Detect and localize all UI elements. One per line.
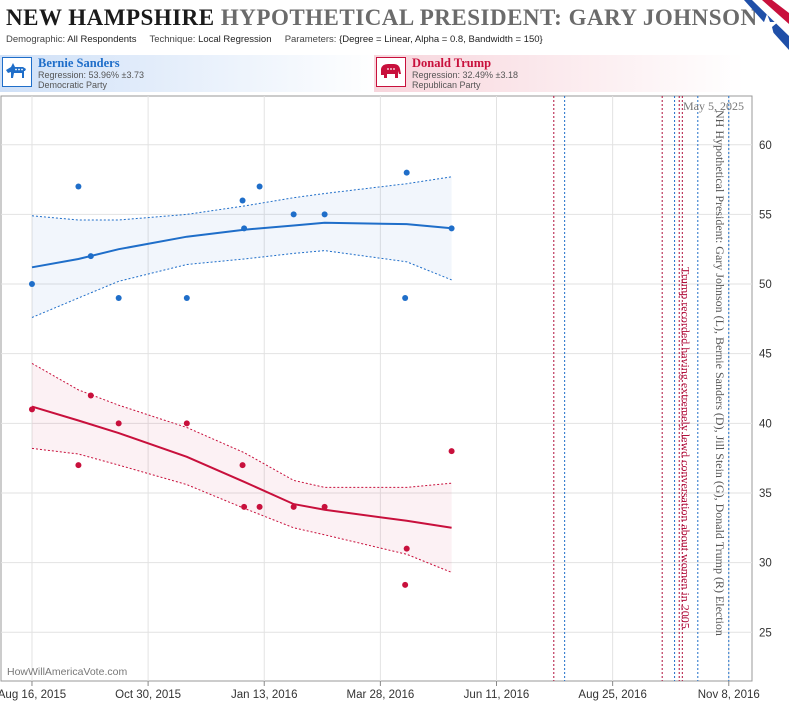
y-tick-label: 55 bbox=[759, 209, 772, 221]
candidate-party: Republican Party bbox=[412, 80, 481, 90]
poll-point bbox=[290, 503, 297, 510]
demographic-label: Demographic: bbox=[6, 34, 66, 45]
plot-frame bbox=[0, 95, 753, 682]
confidence-band bbox=[32, 176, 452, 318]
title-subtitle: HYPOTHETICAL PRESIDENT: GARY JOHNSON bbox=[220, 5, 758, 30]
poll-point bbox=[75, 183, 82, 190]
poll-point bbox=[87, 253, 94, 260]
poll-point bbox=[321, 503, 328, 510]
y-tick-label: 60 bbox=[759, 140, 772, 152]
regression-line bbox=[31, 405, 452, 529]
y-tick-label: 30 bbox=[759, 558, 772, 570]
poll-point bbox=[239, 197, 246, 204]
poll-point bbox=[256, 503, 263, 510]
poll-point bbox=[28, 406, 35, 413]
y-tick-label: 25 bbox=[759, 627, 772, 639]
poll-point bbox=[321, 211, 328, 218]
parameters-label: Parameters: bbox=[284, 34, 337, 45]
poll-point bbox=[402, 294, 409, 301]
flag-logo-icon bbox=[744, 0, 789, 50]
candidate-card-trump: Donald Trump Regression: 32.49% ±3.18 Re… bbox=[374, 55, 744, 92]
technique-value: Local Regression bbox=[198, 34, 272, 45]
republican-elephant-icon bbox=[376, 57, 406, 87]
confidence-lower bbox=[31, 250, 452, 318]
candidate-name: Bernie Sanders bbox=[38, 56, 120, 70]
x-tick-label: Oct 30, 2015 bbox=[115, 689, 181, 701]
poll-point bbox=[239, 462, 246, 469]
poll-point bbox=[241, 225, 248, 232]
poll-point bbox=[183, 294, 190, 301]
candidate-party: Democratic Party bbox=[38, 80, 108, 90]
chart-title: NEW HAMPSHIRE HYPOTHETICAL PRESIDENT: GA… bbox=[6, 5, 758, 31]
poll-point bbox=[403, 169, 410, 176]
democratic-donkey-icon bbox=[2, 57, 32, 87]
poll-point bbox=[448, 225, 455, 232]
poll-point bbox=[28, 281, 35, 288]
parameters-value: {Degree = Linear, Alpha = 0.8, Bandwidth… bbox=[339, 34, 543, 45]
poll-point bbox=[241, 503, 248, 510]
candidate-card-sanders: Bernie Sanders Regression: 53.96% ±3.73 … bbox=[0, 55, 380, 92]
x-tick-label: Mar 28, 2016 bbox=[346, 689, 414, 701]
poll-point bbox=[403, 545, 410, 552]
x-tick-label: Aug 25, 2016 bbox=[578, 689, 646, 701]
demographic-value: All Respondents bbox=[67, 34, 137, 45]
poll-point bbox=[290, 211, 297, 218]
vertical-title: NH Hypothetical President: Gary Johnson … bbox=[713, 110, 727, 636]
parameters-line: Demographic: All Respondents Technique: … bbox=[6, 34, 543, 45]
poll-point bbox=[256, 183, 263, 190]
poll-point bbox=[87, 392, 94, 399]
poll-point bbox=[115, 420, 122, 427]
y-tick-label: 45 bbox=[759, 349, 772, 361]
poll-point bbox=[183, 420, 190, 427]
watermark: HowWillAmericaVote.com bbox=[7, 666, 127, 678]
title-state: NEW HAMPSHIRE bbox=[6, 5, 215, 30]
candidate-regression: Regression: 32.49% ±3.18 bbox=[412, 70, 519, 80]
candidate-regression: Regression: 53.96% ±3.73 bbox=[38, 70, 145, 80]
y-tick-label: 50 bbox=[759, 279, 772, 291]
poll-point bbox=[75, 462, 82, 469]
y-tick-label: 40 bbox=[759, 418, 772, 430]
x-tick-label: Jun 11, 2016 bbox=[464, 689, 530, 701]
date-label: May 5, 2025 bbox=[683, 99, 744, 113]
x-tick-label: Aug 16, 2015 bbox=[0, 689, 66, 701]
poll-point bbox=[115, 294, 122, 301]
y-tick-label: 35 bbox=[759, 488, 772, 500]
x-tick-label: Jan 13, 2016 bbox=[231, 689, 298, 701]
confidence-upper bbox=[31, 176, 452, 221]
event-annotation: Trump recorded having extremely lewd con… bbox=[679, 267, 693, 629]
candidate-name: Donald Trump bbox=[412, 56, 492, 70]
technique-label: Technique: bbox=[149, 34, 196, 45]
x-tick-label: Nov 8, 2016 bbox=[698, 689, 760, 701]
poll-point bbox=[402, 581, 409, 588]
poll-point bbox=[448, 448, 455, 455]
